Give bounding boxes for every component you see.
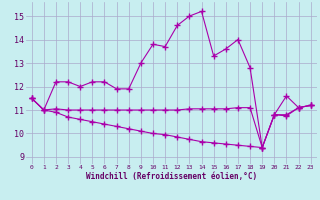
X-axis label: Windchill (Refroidissement éolien,°C): Windchill (Refroidissement éolien,°C) (86, 172, 257, 181)
